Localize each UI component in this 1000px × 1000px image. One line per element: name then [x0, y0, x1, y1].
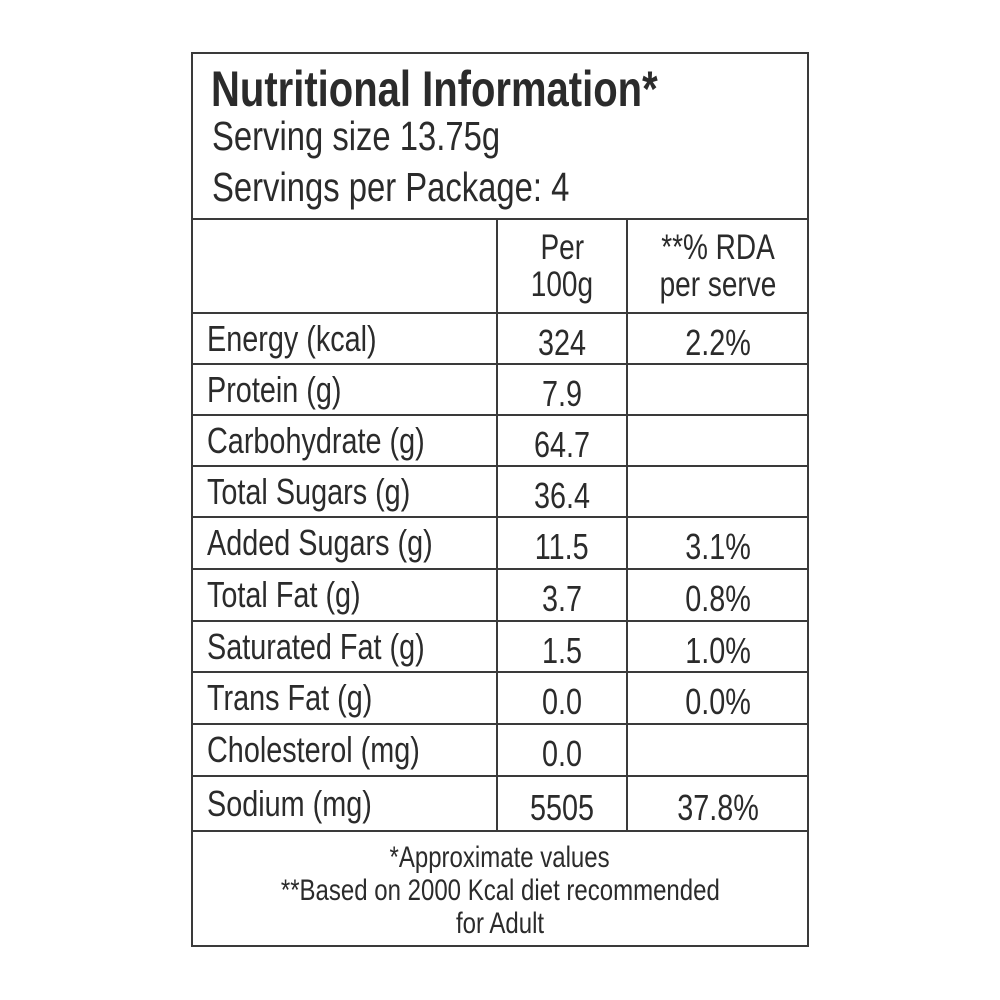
nutrient-label: Carbohydrate (g)	[207, 419, 425, 461]
rule-line	[191, 52, 193, 947]
nutrient-label: Protein (g)	[207, 368, 342, 410]
per-100g-value: 0.0	[541, 681, 583, 722]
nutrient-label: Saturated Fat (g)	[207, 625, 425, 667]
nutrient-label: Added Sugars (g)	[207, 522, 433, 563]
rule-line	[191, 516, 809, 518]
nutrient-label: Trans Fat (g)	[207, 677, 373, 718]
per-100g-value: 1.5	[541, 629, 583, 671]
rda-value: 2.2%	[685, 321, 751, 363]
column-header: per serve	[659, 265, 777, 304]
rule-line	[191, 465, 809, 467]
rule-line	[191, 52, 809, 54]
rule-line	[191, 723, 809, 725]
rule-line	[496, 219, 498, 831]
rule-line	[191, 363, 809, 365]
per-100g-value: 3.7	[541, 578, 583, 619]
servings: Servings per Package: 4	[212, 164, 570, 210]
per-100g-value: 36.4	[533, 474, 591, 516]
rda-value: 3.1%	[685, 526, 751, 567]
per-100g-value: 0.0	[541, 733, 583, 774]
serving-size: Serving size 13.75g	[212, 113, 501, 159]
per-100g-value: 64.7	[533, 423, 591, 465]
rule-line	[807, 52, 809, 947]
rule-line	[191, 414, 809, 416]
nutrient-label: Total Sugars (g)	[207, 470, 411, 512]
rda-value: 0.8%	[685, 578, 751, 619]
per-100g-value: 11.5	[535, 526, 589, 567]
rda-value: 37.8%	[677, 786, 759, 828]
rule-line	[191, 945, 809, 947]
per-100g-value: 5505	[529, 786, 595, 828]
title: Nutritional Information*	[211, 61, 658, 117]
column-header: Per	[540, 228, 584, 267]
column-header: 100g	[530, 265, 594, 304]
rda-value: 0.0%	[685, 681, 751, 722]
rule-line	[626, 219, 628, 831]
nutrient-label: Total Fat (g)	[207, 574, 361, 615]
nutrient-label: Cholesterol (mg)	[207, 729, 420, 770]
footnote: for Adult	[455, 907, 545, 940]
per-100g-value: 324	[537, 321, 587, 363]
rule-line	[191, 671, 809, 673]
rule-line	[191, 312, 809, 314]
rule-line	[191, 830, 809, 832]
footnote: **Based on 2000 Kcal diet recommended	[280, 874, 720, 907]
rule-line	[191, 620, 809, 622]
column-header: **% RDA	[661, 228, 775, 267]
rule-line	[191, 568, 809, 570]
rda-value: 1.0%	[685, 629, 751, 671]
per-100g-value: 7.9	[541, 372, 583, 414]
nutrient-label: Energy (kcal)	[207, 317, 377, 359]
nutrient-label: Sodium (mg)	[207, 782, 372, 824]
rule-line	[191, 775, 809, 777]
rule-line	[191, 218, 809, 220]
footnote: *Approximate values	[389, 841, 611, 874]
